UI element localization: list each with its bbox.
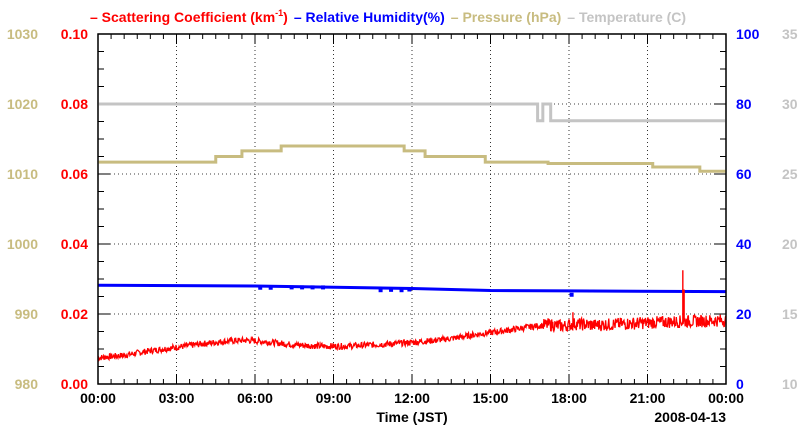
legend-item: – Pressure (hPa) — [451, 9, 562, 25]
scattering-axis-label: 0.02 — [61, 306, 88, 322]
scattering-axis-label: 0.10 — [61, 26, 88, 42]
series-humidity-dot — [399, 288, 404, 293]
pressure-axis-label: 990 — [15, 306, 39, 322]
legend-item: – Temperature (C) — [567, 9, 686, 25]
legend-item: – Relative Humidity(%) — [294, 9, 445, 25]
x-tick-label: 00:00 — [80, 390, 116, 406]
pressure-axis-label: 1010 — [7, 166, 38, 182]
series-humidity-dot — [268, 285, 273, 290]
scattering-axis-label: 0.08 — [61, 96, 88, 112]
temperature-axis-label: 25 — [782, 166, 798, 182]
x-tick-label: 03:00 — [159, 390, 195, 406]
x-tick-label: 09:00 — [316, 390, 352, 406]
pressure-axis-label: 1030 — [7, 26, 38, 42]
series-humidity-dot — [407, 287, 412, 292]
series-humidity-dot — [289, 285, 294, 290]
humidity-axis-label: 20 — [736, 306, 752, 322]
pressure-axis-label: 1020 — [7, 96, 38, 112]
plot-border — [97, 33, 727, 385]
series-humidity-line — [97, 283, 727, 294]
pressure-axis-label: 980 — [15, 376, 39, 392]
series-humidity-dot — [389, 287, 394, 292]
x-tick-label: 15:00 — [473, 390, 509, 406]
humidity-axis-label: 40 — [736, 236, 752, 252]
temperature-axis-label: 20 — [782, 236, 798, 252]
legend-superscript: -1 — [275, 8, 283, 18]
legend: – Scattering Coefficient (km-1) – Relativ… — [90, 8, 686, 25]
series-pressure-line — [98, 144, 726, 173]
x-tick-label: 12:00 — [394, 390, 430, 406]
x-axis-title: Time (JST) — [376, 409, 447, 425]
series-humidity-dot — [321, 285, 326, 290]
temperature-axis-label: 15 — [782, 306, 798, 322]
humidity-axis-label: 60 — [736, 166, 752, 182]
temperature-axis-label: 30 — [782, 96, 798, 112]
x-tick-label: 00:00 — [708, 390, 744, 406]
series-humidity-dot — [258, 285, 263, 290]
series-humidity-dot — [310, 285, 315, 290]
x-tick-label: 18:00 — [551, 390, 587, 406]
temperature-axis-label: 35 — [782, 26, 798, 42]
temperature-axis-label: 10 — [782, 376, 798, 392]
legend-item: – Scattering Coefficient (km — [90, 9, 275, 25]
series-humidity-dot — [300, 285, 305, 290]
series-humidity-dot — [378, 288, 383, 293]
series-temperature-line — [98, 102, 726, 123]
x-tick-label: 06:00 — [237, 390, 273, 406]
scattering-axis-label: 0.06 — [61, 166, 88, 182]
scattering-axis-label: 0.00 — [61, 376, 88, 392]
series-scattering-line — [97, 313, 727, 362]
scattering-axis-label: 0.04 — [61, 236, 88, 252]
legend-item-tail: ) — [283, 9, 288, 25]
humidity-axis-label: 80 — [736, 96, 752, 112]
humidity-axis-label: 100 — [736, 26, 760, 42]
date-label: 2008-04-13 — [654, 409, 726, 425]
pressure-axis-label: 1000 — [7, 236, 38, 252]
x-tick-label: 21:00 — [630, 390, 666, 406]
series-humidity-dot — [569, 292, 574, 297]
humidity-axis-label: 0 — [736, 376, 744, 392]
